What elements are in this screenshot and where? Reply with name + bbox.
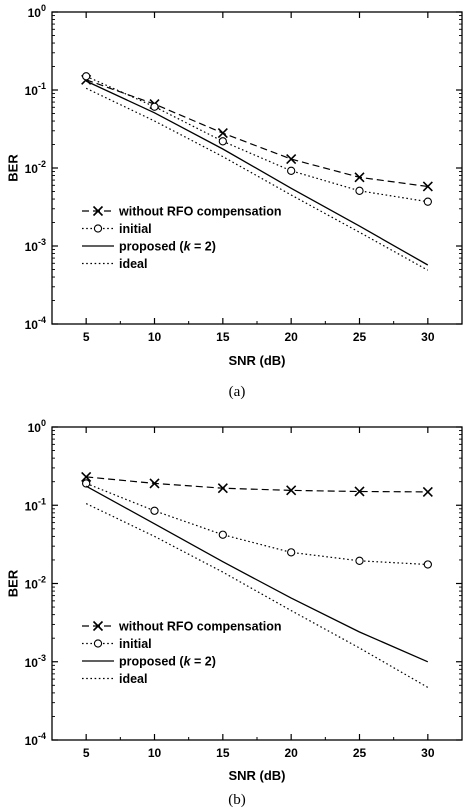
x-tick-label: 25 [353,330,367,344]
data-point-circle-marker [287,166,296,175]
x-tick-label: 30 [421,330,435,344]
x-tick-label: 10 [148,330,162,344]
y-tick-label: 10-1 [25,496,46,513]
x-tick-label: 15 [216,746,230,760]
data-point-circle-marker [82,479,91,488]
data-point-circle-marker [287,548,296,557]
y-tick-label: 100 [28,3,46,20]
legend-label-3: ideal [119,257,148,271]
y-tick-label: 100 [28,418,46,435]
legend-label-0: without RFO compensation [118,620,282,634]
legend-label-0: without RFO compensation [118,205,282,219]
y-tick-label: 10-4 [25,731,46,748]
y-tick-label: 10-2 [25,575,46,592]
x-tick-label: 20 [284,330,298,344]
legend-label-2: proposed (k = 2) [119,655,216,669]
series-line-0 [86,476,428,493]
x-tick-label: 25 [353,746,367,760]
panel-b: 5 10 15 20 25 30 100 10-1 10-2 10-3 10-4 SNR (dB) BE… [5,418,463,808]
data-point-x-marker [286,485,297,496]
legend-x-marker [92,620,104,632]
legend-label-2: proposed (k = 2) [119,240,216,254]
data-point-x-marker [217,128,228,139]
data-point-x-marker [422,486,433,497]
legend-circle-marker [93,224,103,233]
x-tick-label: 5 [83,746,90,760]
legend-circle-marker [93,639,103,648]
data-point-circle-marker [218,530,227,539]
legend-x-marker [92,205,104,217]
y-tick-label: 10-4 [25,315,46,332]
data-point-x-marker [354,486,365,497]
data-point-circle-marker [218,137,227,146]
data-point-circle-marker [355,186,364,195]
data-point-circle-marker [423,197,432,206]
data-point-x-marker [81,471,92,483]
plot-frame [51,426,463,741]
panel-caption: (a) [229,384,246,400]
data-point-circle-marker [355,556,364,565]
data-point-circle-marker [150,506,159,515]
x-tick-label: 15 [216,330,230,344]
y-axis-label: BER [5,569,20,597]
y-tick-label: 10-2 [25,159,46,176]
x-axis-label: SNR (dB) [228,353,285,368]
data-point-x-marker [354,172,365,183]
panel-caption: (b) [228,792,246,808]
x-tick-label: 20 [284,746,298,760]
data-point-x-marker [286,154,297,165]
data-point-x-marker [149,478,160,489]
data-point-circle-marker [423,560,432,569]
legend-label-1: initial [119,222,152,236]
series-line-1 [85,75,428,203]
series-line-2 [85,485,429,663]
y-tick-label: 10-3 [25,237,46,254]
data-point-circle-marker [150,102,159,111]
y-axis-label: BER [5,154,20,182]
series-line-3 [85,503,429,688]
y-tick-label: 10-1 [25,81,46,98]
legend-label-1: initial [119,637,152,651]
x-axis-label: SNR (dB) [228,768,285,783]
series-line-2 [85,80,429,266]
series-line-1 [85,482,428,566]
x-tick-label: 10 [148,746,162,760]
data-point-circle-marker [82,72,91,81]
series-line-3 [85,87,429,271]
x-tick-label: 30 [421,746,435,760]
panel-a: 5 10 15 20 25 30 100 10-1 10-2 10-3 10-4 SNR (dB) BE… [5,3,463,400]
legend-label-3: ideal [119,672,148,686]
x-tick-label: 5 [83,330,90,344]
data-point-x-marker [217,483,228,494]
series-line-0 [85,79,428,188]
data-point-x-marker [422,181,433,192]
y-tick-label: 10-3 [25,653,46,670]
